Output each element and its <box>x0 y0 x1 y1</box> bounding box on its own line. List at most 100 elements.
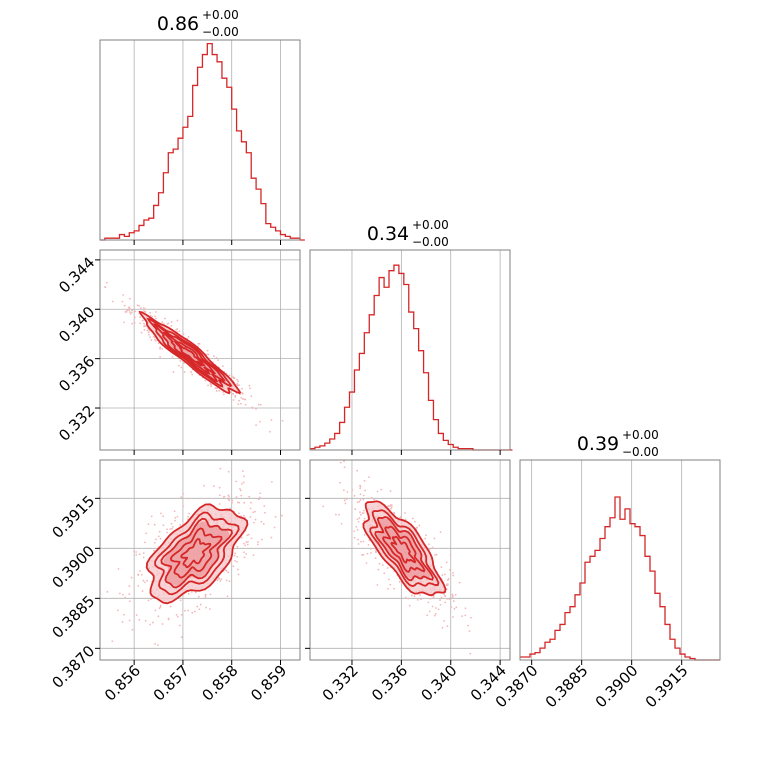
sample-point <box>121 300 124 303</box>
sample-point <box>153 335 155 338</box>
sample-point <box>235 480 238 483</box>
sample-point <box>171 356 174 358</box>
title-minus-error: −0.00 <box>412 235 449 249</box>
sample-point <box>124 596 127 599</box>
x-tick-label: 0.332 <box>319 662 362 705</box>
sample-point <box>122 293 125 296</box>
sample-point <box>359 493 362 496</box>
contour-line <box>160 517 233 589</box>
sample-point <box>260 520 263 523</box>
sample-point <box>390 506 393 509</box>
sample-point <box>353 494 356 497</box>
sample-point <box>232 399 235 401</box>
sample-point <box>447 577 450 580</box>
sample-point <box>244 403 247 406</box>
x-tick-label: 0.3900 <box>592 662 642 712</box>
sample-point <box>321 435 323 437</box>
sample-point <box>238 399 241 402</box>
sample-point <box>131 309 133 312</box>
sample-point <box>248 495 251 498</box>
histogram-panel-2: 0.34 +0.00 −0.00 <box>309 218 513 455</box>
density-fill-inner <box>377 518 431 580</box>
sample-point <box>147 523 150 526</box>
sample-point <box>414 520 416 523</box>
sample-point <box>361 554 363 556</box>
contour-line <box>362 500 447 597</box>
sample-point <box>155 538 157 541</box>
sample-point <box>187 497 190 500</box>
sample-point <box>144 311 147 313</box>
sample-point <box>142 322 145 325</box>
sample-point <box>136 304 139 307</box>
sample-point <box>178 364 180 367</box>
sample-point <box>369 547 372 550</box>
sample-point <box>419 594 422 596</box>
sample-point <box>231 501 233 504</box>
sample-point <box>125 310 128 313</box>
sample-point <box>135 554 138 556</box>
sample-point <box>239 489 242 492</box>
sample-point <box>204 596 207 598</box>
sample-point <box>270 481 273 483</box>
sample-point <box>389 583 392 586</box>
sample-point <box>235 496 238 498</box>
histogram-steps <box>520 496 720 661</box>
contour-line <box>146 317 233 388</box>
x-tick-label: 0.336 <box>368 662 411 705</box>
sample-point <box>243 556 246 559</box>
sample-point <box>252 511 255 514</box>
sample-point <box>386 567 389 569</box>
sample-point <box>198 342 201 345</box>
sample-point <box>140 307 142 309</box>
x-tick-label: 0.856 <box>101 662 144 705</box>
sample-point <box>356 518 359 521</box>
sample-point <box>154 315 156 318</box>
sample-point <box>434 607 437 609</box>
sample-point <box>388 578 390 581</box>
sample-point <box>259 420 261 423</box>
sample-point <box>404 512 406 514</box>
sample-point <box>173 510 176 513</box>
title-plus-error: +0.00 <box>412 218 449 232</box>
sample-point <box>146 329 149 332</box>
sample-point <box>157 615 160 618</box>
sample-point <box>117 609 119 612</box>
sample-point <box>428 610 431 613</box>
sample-point <box>144 308 147 310</box>
sample-point <box>142 556 145 559</box>
sample-point <box>141 573 143 576</box>
sample-point <box>242 542 245 545</box>
sample-point <box>159 355 162 358</box>
sample-point <box>254 518 257 521</box>
sample-point <box>170 321 173 323</box>
sample-point <box>377 568 380 571</box>
panel-frame <box>99 249 301 451</box>
sample-point <box>122 321 125 324</box>
sample-point <box>182 333 185 335</box>
sample-point <box>180 613 183 616</box>
sample-point <box>124 311 127 313</box>
sample-point <box>169 528 172 531</box>
sample-point <box>355 525 358 528</box>
sample-point <box>431 546 434 549</box>
sample-point <box>227 498 230 501</box>
sample-point <box>454 593 457 596</box>
sample-point <box>190 591 193 593</box>
sample-point <box>138 553 141 556</box>
sample-point <box>130 576 133 579</box>
panel-frame <box>519 459 721 661</box>
sample-point <box>158 530 161 533</box>
sample-point <box>179 360 182 362</box>
sample-point <box>142 579 145 582</box>
sample-point <box>389 505 391 508</box>
sample-point <box>234 395 236 398</box>
sample-point <box>118 592 121 595</box>
sample-point <box>128 585 131 587</box>
sample-point <box>218 494 221 497</box>
x-tick-label: 0.3915 <box>642 662 692 712</box>
sample-point <box>138 618 141 621</box>
sample-point <box>429 597 432 600</box>
sample-point <box>190 371 193 373</box>
sample-point <box>133 550 135 553</box>
sample-point <box>270 536 273 539</box>
